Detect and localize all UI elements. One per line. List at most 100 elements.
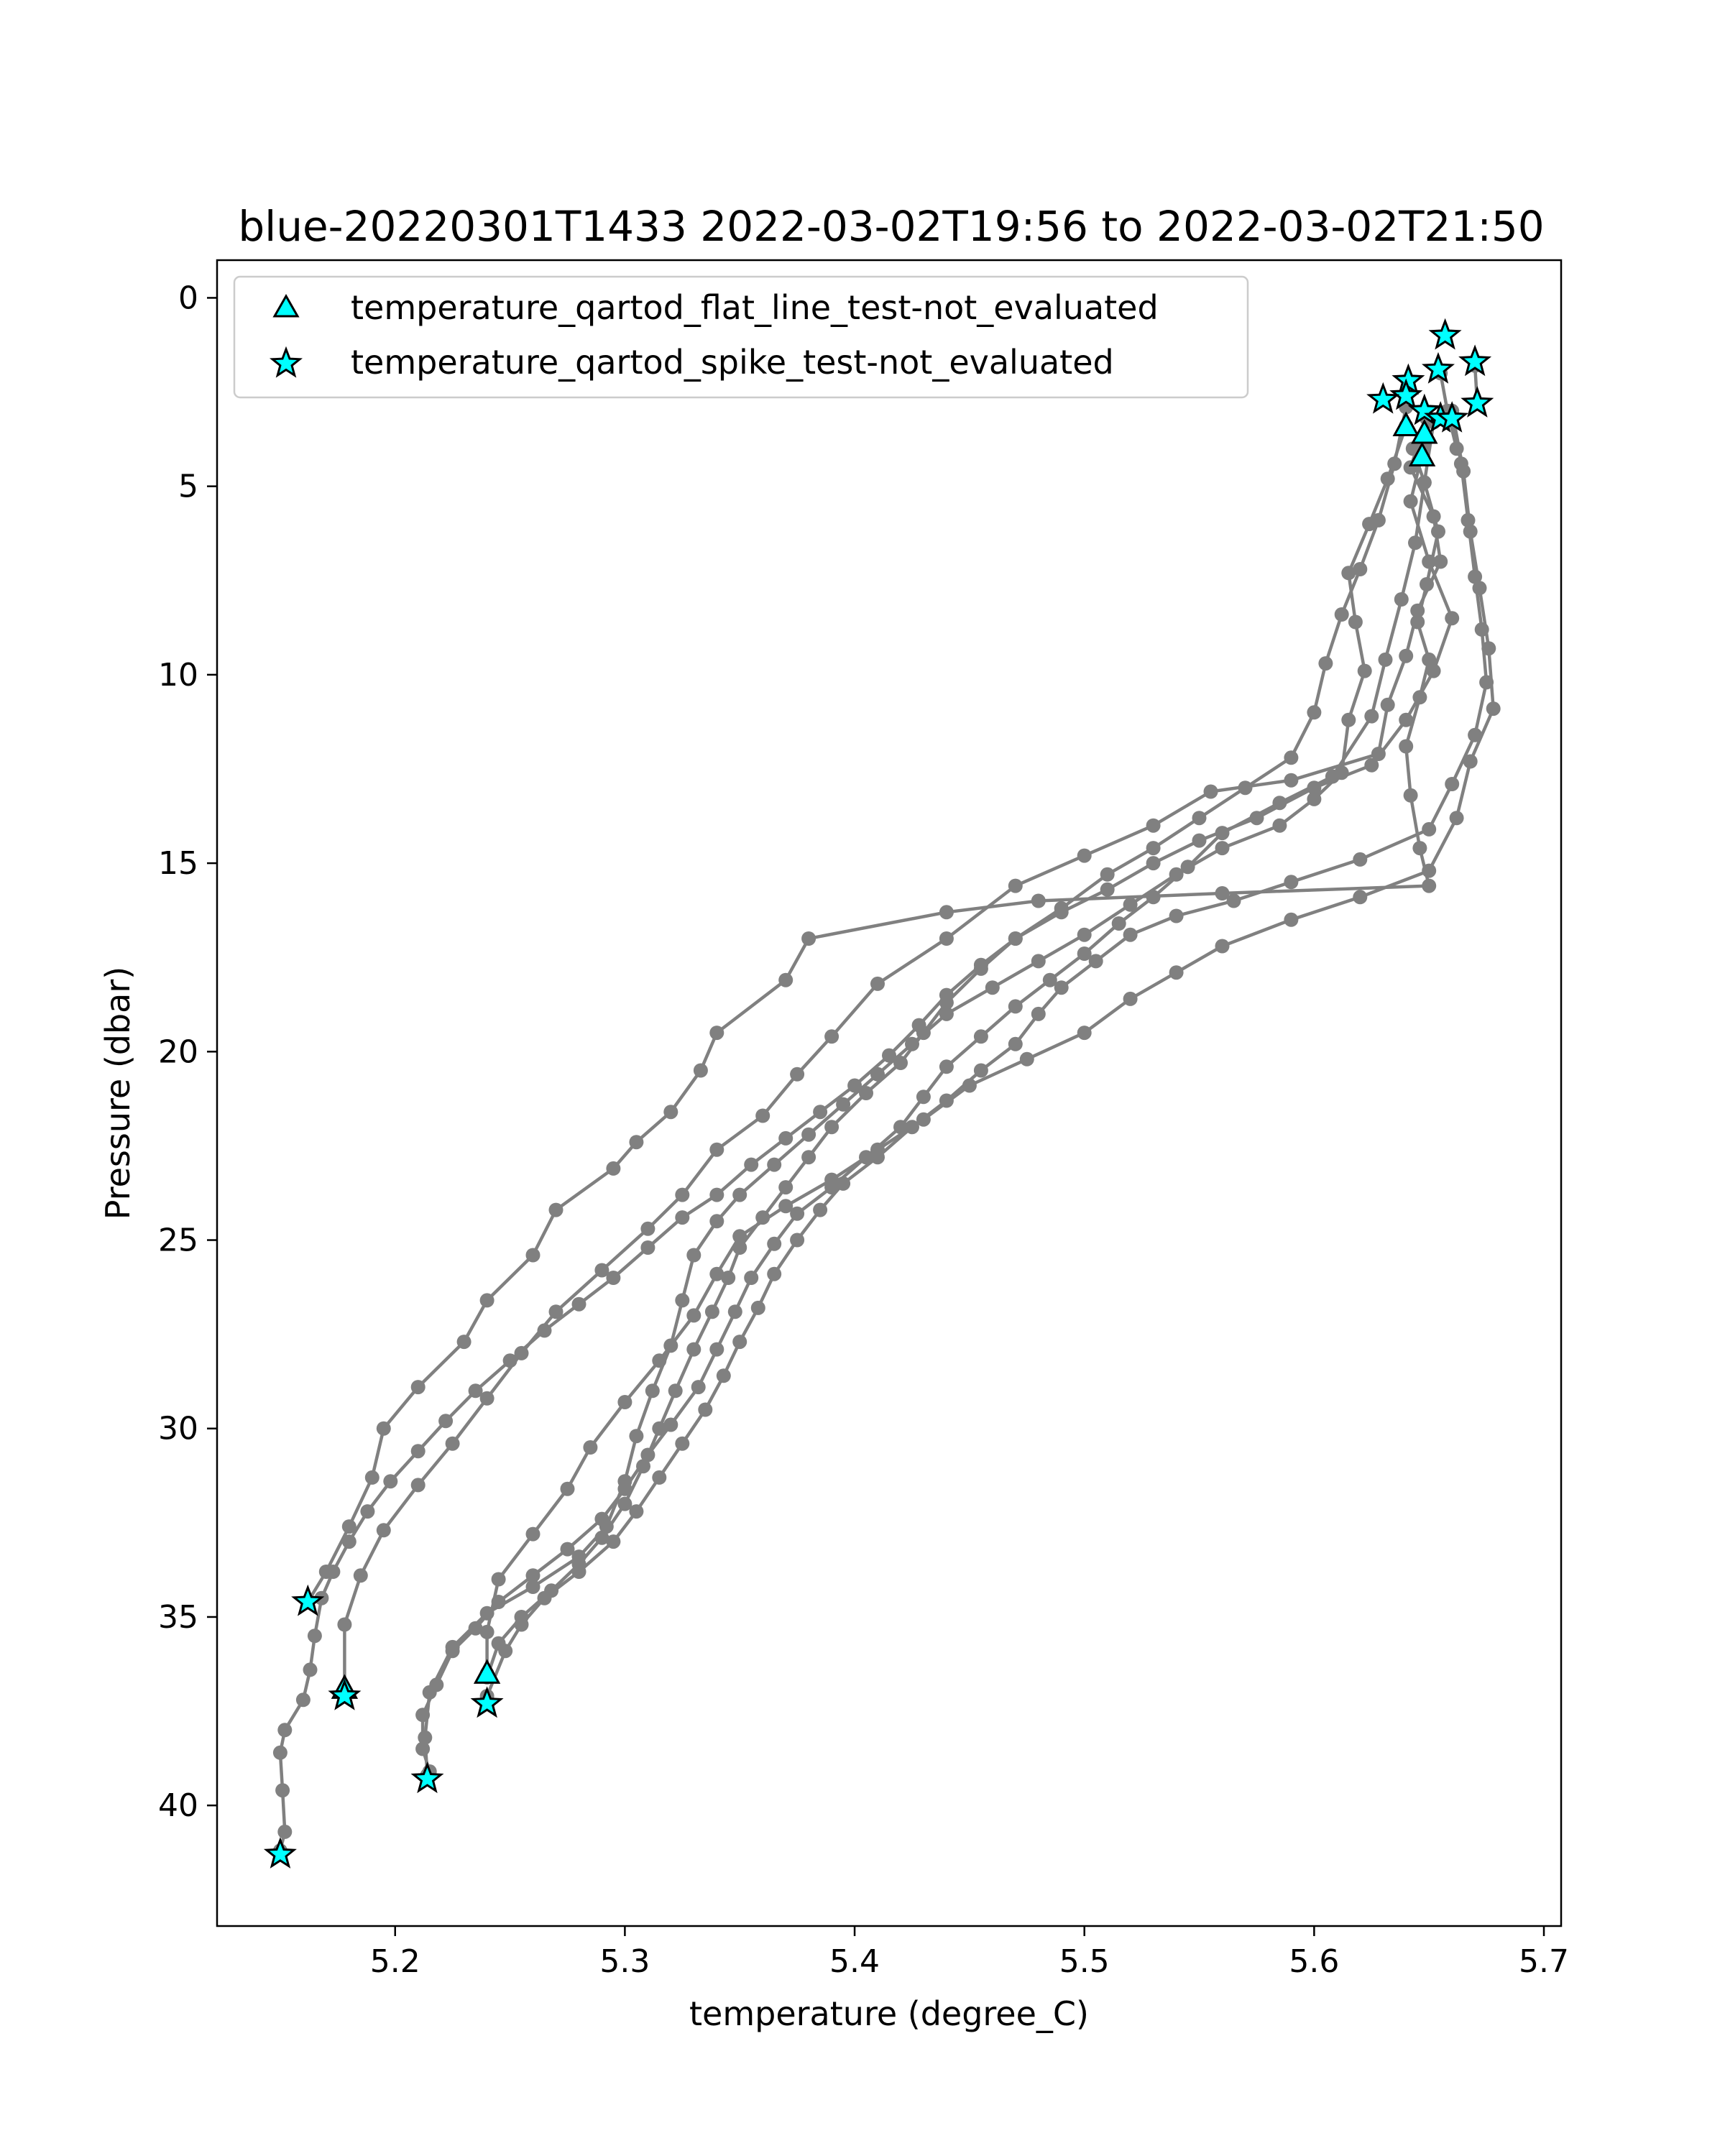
flat-line-marker — [473, 1659, 501, 1684]
profile-point — [732, 1335, 748, 1350]
profile-point — [1371, 512, 1386, 528]
profile-point — [1226, 893, 1241, 908]
profile-point — [813, 1202, 828, 1217]
profile-point — [1008, 878, 1023, 893]
profile-point — [295, 1692, 310, 1708]
profile-point — [1453, 456, 1468, 471]
profile-point — [1318, 656, 1333, 671]
profile-point — [1399, 712, 1414, 727]
profile-point — [1307, 780, 1322, 796]
profile-point — [744, 1271, 759, 1285]
profile-point — [709, 1142, 724, 1157]
profile-point — [1341, 712, 1356, 727]
profile-point — [1146, 890, 1161, 905]
profile-point — [629, 1429, 644, 1444]
profile-point — [1284, 912, 1299, 927]
x-tick-label: 5.7 — [1519, 1943, 1569, 1980]
profile-point — [606, 1271, 621, 1285]
plot-area-frame — [216, 259, 1563, 1927]
profile-point — [750, 1300, 765, 1315]
profile-point — [1284, 750, 1299, 765]
profile-point — [801, 1127, 816, 1142]
profile-point — [1192, 811, 1207, 826]
profile-point — [1348, 614, 1363, 630]
profile-point — [767, 1236, 782, 1251]
y-tick-label: 40 — [158, 1787, 198, 1824]
profile-point — [836, 1176, 851, 1191]
profile-point — [824, 1029, 840, 1044]
profile-point — [525, 1248, 540, 1263]
profile-point — [767, 1157, 782, 1172]
profile-point — [916, 1026, 931, 1041]
profile-point — [1353, 852, 1368, 867]
y-tick-label: 5 — [178, 469, 198, 505]
profile-point — [364, 1470, 380, 1485]
profile-point — [1008, 1036, 1023, 1051]
profile-point — [882, 1048, 896, 1063]
spike-marker — [1435, 401, 1469, 433]
y-tick-label: 35 — [158, 1599, 198, 1636]
profile-point — [1468, 569, 1483, 584]
profile-point — [939, 905, 954, 920]
x-axis: 5.2 5.3 5.4 5.5 5.6 5.7 — [370, 1926, 1569, 1980]
profile-point — [415, 1708, 431, 1723]
profile-point — [893, 1056, 908, 1070]
profile-point — [606, 1161, 621, 1176]
profile-point — [594, 1511, 610, 1526]
profile-point — [1341, 566, 1356, 581]
profile-point — [1169, 965, 1184, 980]
profile-point — [1403, 788, 1418, 803]
profile-point — [675, 1293, 690, 1308]
profile-point — [836, 1097, 851, 1112]
spike-marker — [410, 1761, 444, 1794]
profile-point — [341, 1519, 356, 1534]
profile-point — [686, 1342, 702, 1357]
profile-point — [445, 1644, 460, 1659]
profile-point — [905, 1120, 919, 1135]
profile-point — [1449, 441, 1464, 456]
profile-point — [1364, 709, 1379, 724]
profile-point — [813, 1105, 828, 1120]
profile-point — [502, 1353, 518, 1368]
profile-point — [1403, 494, 1418, 509]
profile-point — [1215, 841, 1230, 856]
profile-point — [307, 1628, 322, 1644]
profile-point — [326, 1565, 341, 1579]
profile-point — [1215, 939, 1230, 954]
profile-point — [916, 1089, 931, 1105]
profile-point — [525, 1568, 540, 1583]
profile-point — [1449, 811, 1464, 826]
profile-point — [1180, 860, 1195, 875]
legend: temperature_qartod_flat_line_test-not_ev… — [233, 275, 1249, 399]
profile-point — [973, 1029, 988, 1044]
profile-point — [704, 1304, 719, 1319]
profile-point — [870, 1150, 885, 1165]
profile-point — [1474, 622, 1489, 637]
profile-point — [1077, 848, 1092, 863]
spike-marker — [1421, 351, 1455, 384]
profile-point — [640, 1240, 656, 1255]
profile-point — [973, 1063, 988, 1078]
profile-point — [438, 1414, 454, 1429]
profile-point — [636, 1459, 650, 1474]
x-tick-label: 5.6 — [1289, 1943, 1339, 1980]
profile-point — [456, 1335, 472, 1350]
profile-point — [341, 1534, 356, 1549]
spike-marker — [291, 1584, 325, 1616]
profile-point — [716, 1368, 731, 1383]
profile-point — [709, 1187, 724, 1202]
legend-star-marker — [269, 346, 303, 378]
profile-point — [491, 1572, 506, 1587]
profile-point — [1238, 780, 1253, 796]
profile-point — [560, 1542, 575, 1557]
profile-point — [1412, 841, 1427, 856]
profile-point — [1077, 927, 1092, 942]
profile-point — [1054, 901, 1069, 916]
profile-point — [383, 1474, 398, 1489]
profile-point — [479, 1624, 494, 1639]
profile-point — [337, 1617, 352, 1632]
profile-point — [790, 1206, 805, 1221]
profile-point — [675, 1210, 690, 1225]
profile-point — [709, 1026, 724, 1041]
profile-point — [675, 1436, 690, 1451]
